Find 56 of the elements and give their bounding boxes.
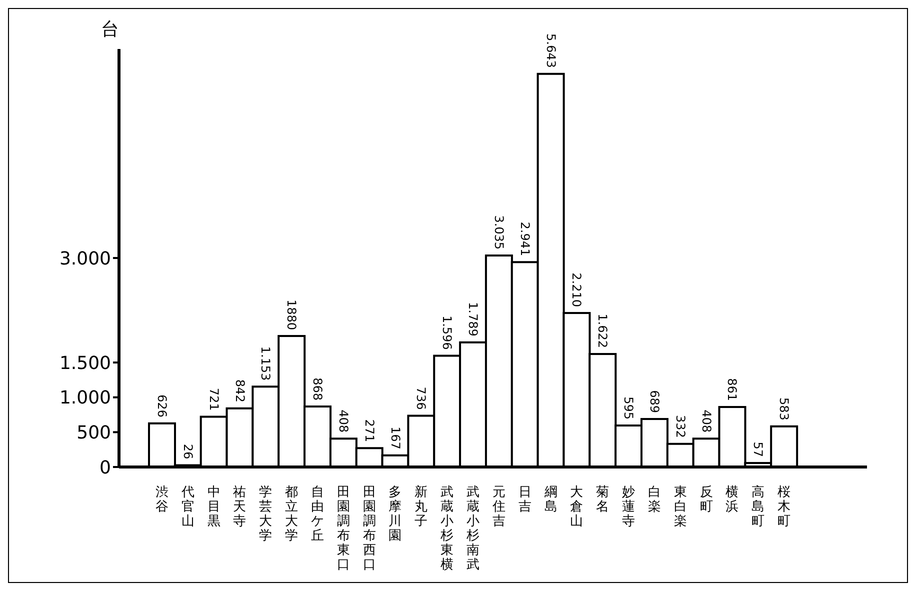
x-tick-label: 都立大学 (285, 485, 298, 544)
data-label: 1.622 (596, 314, 610, 348)
data-label: 868 (310, 378, 325, 401)
x-tick-label: 田園調布西口 (362, 485, 376, 572)
x-tick-label: 高島町 (752, 484, 765, 529)
x-tick-label: 田園調布東口 (336, 485, 350, 572)
x-tick-label: 元住吉 (491, 485, 506, 529)
y-tick-label: 1.000 (59, 388, 111, 409)
data-label: 842 (232, 379, 247, 402)
data-label: 861 (725, 378, 740, 402)
y-tick-label: 1.500 (59, 352, 111, 374)
data-label: 26 (180, 444, 195, 460)
data-label: 1.789 (466, 302, 480, 336)
x-tick-label: 横浜 (726, 485, 739, 514)
y-tick-label: 3.000 (59, 248, 111, 270)
x-tick-label: 武蔵小杉南武 (466, 485, 480, 572)
data-label: 1880 (284, 299, 299, 330)
x-tick-label: 妙蓮寺 (622, 485, 636, 529)
x-tick-label: 祐天寺 (233, 485, 246, 529)
x-tick-label: 綱島 (543, 485, 558, 514)
data-label: 57 (751, 442, 766, 458)
x-tick-label: 多摩川園 (388, 485, 402, 544)
data-label: 583 (777, 397, 792, 420)
y-axis-title: 台 (101, 18, 119, 41)
x-tick-label: 菊名 (596, 485, 610, 514)
data-label: 271 (362, 419, 376, 442)
x-tick-label: 学芸大学 (259, 485, 272, 544)
data-label: 332 (673, 414, 688, 438)
x-tick-label: 日吉 (518, 485, 532, 514)
x-tick-label: 反町 (700, 485, 713, 514)
data-label: 721 (206, 388, 221, 411)
data-label: 736 (414, 386, 428, 410)
data-label: 2.941 (518, 222, 532, 256)
x-tick-label: 渋谷 (155, 485, 168, 514)
data-label: 1.596 (440, 315, 454, 350)
data-label: 689 (647, 390, 662, 413)
x-tick-label: 桜木町 (778, 485, 791, 529)
x-tick-label: 東白楽 (674, 485, 687, 529)
data-label: 1.153 (258, 346, 273, 381)
data-label: 626 (155, 394, 169, 418)
data-label: 3.035 (492, 215, 506, 250)
data-label: 595 (622, 396, 636, 420)
x-tick-label: 新丸子 (414, 485, 428, 529)
x-tick-label: 中目黒 (207, 485, 220, 529)
data-label: 5.643 (544, 34, 558, 68)
x-tick-label: 白楽 (648, 485, 661, 514)
y-tick-label: 500 (76, 422, 111, 444)
y-tick-label: 0 (100, 457, 111, 478)
data-label: 408 (336, 410, 350, 433)
data-label: 167 (388, 426, 402, 450)
x-tick-label: 武蔵小杉東横 (440, 485, 454, 572)
x-tick-label: 大倉山 (570, 485, 584, 529)
data-label: 2.210 (570, 272, 584, 308)
x-tick-label: 自由ケ丘 (310, 485, 324, 544)
data-label: 408 (699, 410, 714, 433)
x-tick-label: 代官山 (180, 485, 194, 529)
